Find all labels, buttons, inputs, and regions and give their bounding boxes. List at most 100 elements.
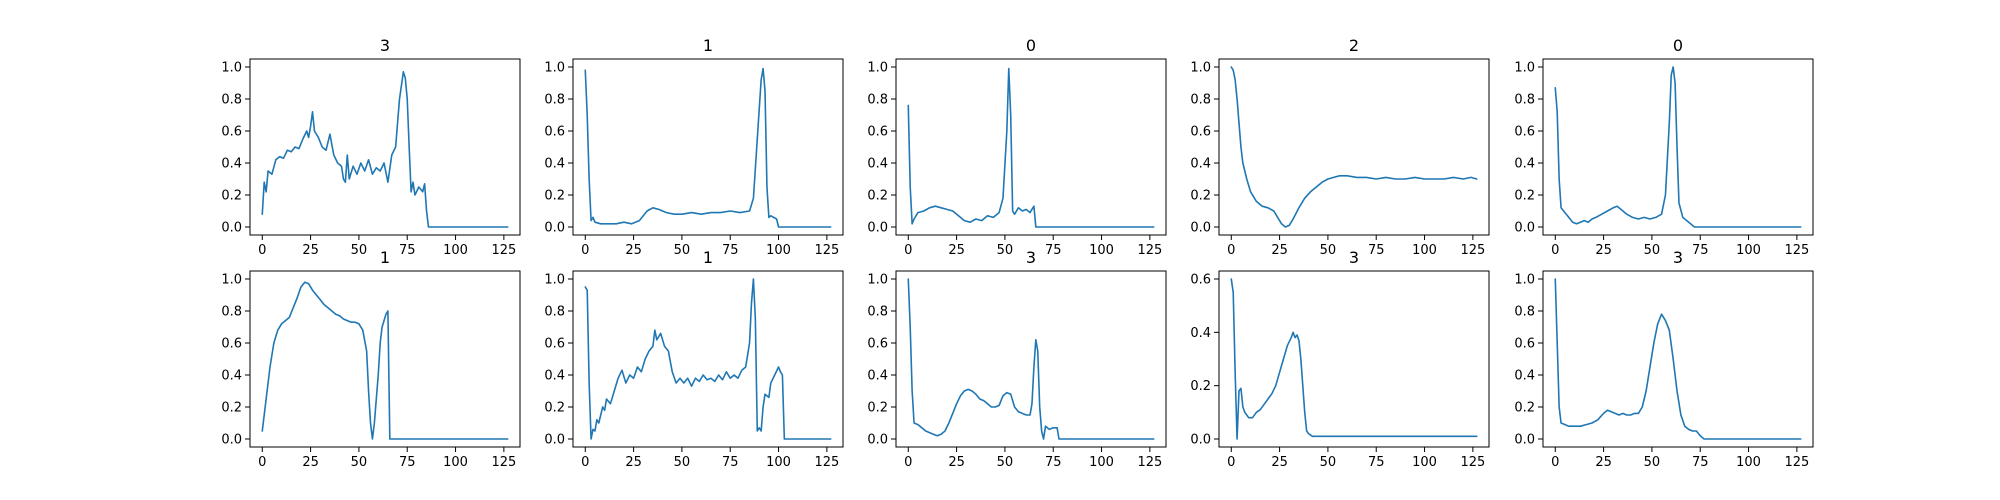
y-tick-label: 0.2 [1190,189,1211,204]
subplot-4: 2 0 25 50 75 100 125 0.0 0.2 0.4 0.6 0.8 1.0 [1190,36,1490,258]
series-line [261,71,509,228]
y-tick-label: 0.8 [221,305,242,320]
x-tick-label: 100 [766,243,791,258]
x-tick-label: 50 [1320,455,1337,470]
y-tick-label: 0.4 [544,369,565,384]
x-tick-label: 100 [443,455,468,470]
x-tick-label: 100 [1412,455,1437,470]
x-tick-label: 100 [766,455,791,470]
x-tick-label: 0 [258,243,266,258]
x-tick-label: 100 [1089,243,1114,258]
subplot-title: 3 [1026,248,1036,267]
y-tick-label: 0.2 [1514,401,1535,416]
x-tick-label: 25 [625,243,642,258]
x-tick-label: 0 [1551,243,1559,258]
x-tick-label: 100 [1736,455,1761,470]
x-tick-label: 25 [948,455,965,470]
x-tick-label: 25 [302,455,319,470]
x-tick-label: 50 [997,243,1014,258]
y-tick-label: 0.2 [1514,189,1535,204]
subplot-title: 0 [1026,36,1036,55]
x-tick-label: 25 [1595,243,1612,258]
subplot-8: 3 0 25 50 75 100 125 0.0 0.2 0.4 0.6 0.8 1.0 [867,248,1167,470]
x-tick-label: 125 [814,243,839,258]
series-line [584,278,832,440]
subplot-title: 1 [703,36,713,55]
series-line [1554,66,1802,228]
y-tick-label: 0.8 [1514,305,1535,320]
y-tick-label: 0.6 [1190,125,1211,140]
axes-frame [1542,270,1814,448]
y-tick-label: 0.8 [544,305,565,320]
x-tick-label: 50 [1644,455,1661,470]
y-tick-label: 0.2 [1190,379,1211,394]
subplot-title: 1 [703,248,713,267]
subplot-7: 1 0 25 50 75 100 125 0.0 0.2 0.4 0.6 0.8 1.0 [544,248,844,470]
axes-frame [1542,58,1814,236]
subplot-title: 0 [1673,36,1683,55]
y-tick-label: 0.0 [867,221,888,236]
subplot-title: 2 [1349,36,1359,55]
x-tick-label: 75 [1368,243,1385,258]
y-tick-label: 0.4 [221,369,242,384]
subplot-title: 3 [380,36,390,55]
y-tick-label: 0.6 [221,337,242,352]
x-tick-label: 50 [1644,243,1661,258]
y-tick-label: 1.0 [1190,61,1211,76]
x-tick-label: 50 [351,243,368,258]
series-line [261,281,509,440]
x-tick-label: 75 [722,455,739,470]
axes-frame [895,270,1167,448]
y-tick-label: 0.0 [1514,221,1535,236]
y-tick-label: 0.4 [867,157,888,172]
x-tick-label: 125 [1784,455,1809,470]
y-tick-label: 0.8 [221,93,242,108]
x-tick-label: 75 [1692,243,1709,258]
y-tick-label: 0.4 [867,369,888,384]
x-tick-label: 0 [1551,455,1559,470]
y-tick-label: 0.0 [221,433,242,448]
y-tick-label: 1.0 [221,61,242,76]
x-tick-label: 50 [674,243,691,258]
axes-frame [572,270,844,448]
y-tick-label: 0.6 [544,125,565,140]
x-tick-label: 0 [258,455,266,470]
subplot-title: 1 [380,248,390,267]
y-tick-label: 0.6 [544,337,565,352]
y-tick-label: 0.4 [1514,369,1535,384]
y-tick-label: 0.2 [544,189,565,204]
x-tick-label: 75 [1045,243,1062,258]
subplot-title: 3 [1673,248,1683,267]
x-tick-label: 0 [581,243,589,258]
x-tick-label: 100 [1736,243,1761,258]
x-tick-label: 125 [1137,243,1162,258]
subplot-title: 3 [1349,248,1359,267]
series-line [1230,278,1478,440]
y-tick-label: 1.0 [1514,61,1535,76]
subplot-9: 3 0 25 50 75 100 125 0.0 0.2 0.4 0.6 [1190,248,1490,470]
y-tick-label: 0.2 [221,189,242,204]
x-tick-label: 0 [904,455,912,470]
y-tick-label: 0.4 [1514,157,1535,172]
y-tick-label: 0.4 [221,157,242,172]
y-tick-label: 0.6 [221,125,242,140]
x-tick-label: 75 [722,243,739,258]
series-line [907,278,1155,440]
y-tick-label: 0.6 [867,337,888,352]
y-tick-label: 0.4 [544,157,565,172]
y-tick-label: 1.0 [544,61,565,76]
y-tick-label: 0.6 [867,125,888,140]
subplot-2: 1 0 25 50 75 100 125 0.0 0.2 0.4 0.6 0.8 1.0 [544,36,844,258]
y-tick-label: 0.6 [1514,125,1535,140]
y-tick-label: 0.6 [1190,273,1211,288]
y-tick-label: 0.2 [221,401,242,416]
x-tick-label: 125 [491,243,516,258]
y-tick-label: 1.0 [1514,273,1535,288]
axes-frame [1218,58,1490,236]
y-tick-label: 1.0 [221,273,242,288]
series-line [1230,66,1478,228]
x-tick-label: 0 [1227,455,1235,470]
y-tick-label: 0.4 [1190,326,1211,341]
x-tick-label: 100 [443,243,468,258]
y-tick-label: 0.8 [867,305,888,320]
